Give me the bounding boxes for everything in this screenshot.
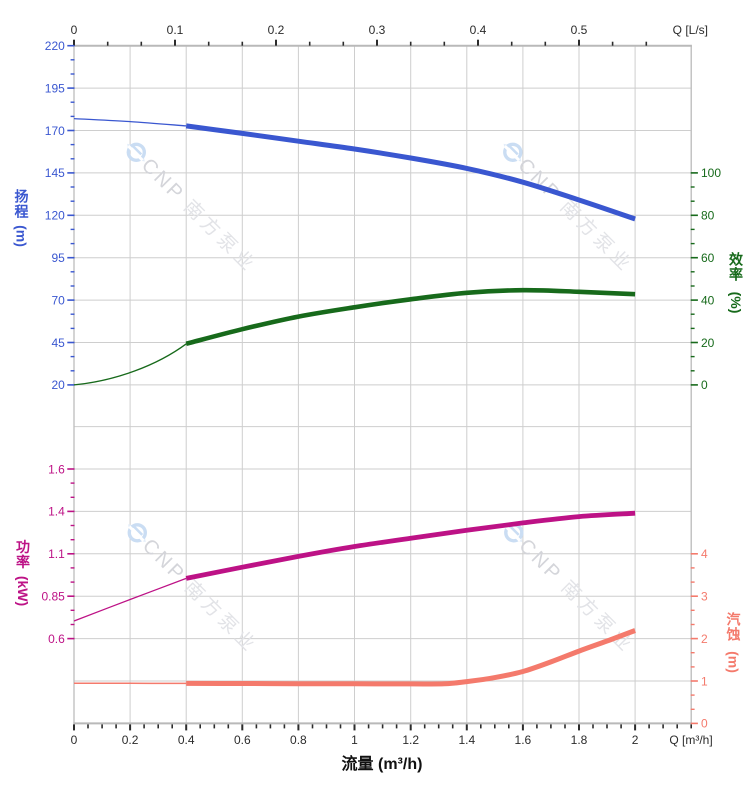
svg-text:(m): (m) — [14, 225, 30, 247]
svg-text:20: 20 — [51, 378, 65, 392]
svg-text:170: 170 — [45, 124, 65, 138]
svg-text:率: 率 — [729, 267, 743, 283]
svg-text:扬: 扬 — [15, 189, 29, 205]
svg-text:(%): (%) — [728, 292, 744, 314]
svg-text:1.8: 1.8 — [571, 733, 588, 747]
svg-text:1: 1 — [701, 674, 708, 688]
svg-text:1: 1 — [351, 733, 358, 747]
svg-text:1.2: 1.2 — [402, 733, 419, 747]
svg-text:0.85: 0.85 — [41, 590, 65, 604]
svg-text:1.4: 1.4 — [458, 733, 475, 747]
svg-text:40: 40 — [701, 293, 715, 307]
svg-text:20: 20 — [701, 336, 715, 350]
svg-text:1.4: 1.4 — [48, 505, 65, 519]
svg-text:Q [L/s]: Q [L/s] — [673, 23, 708, 37]
svg-text:1.6: 1.6 — [48, 462, 65, 476]
svg-text:率: 率 — [16, 554, 30, 570]
svg-text:70: 70 — [51, 293, 65, 307]
svg-text:0.6: 0.6 — [234, 733, 251, 747]
svg-text:效: 效 — [729, 252, 744, 268]
svg-text:0: 0 — [71, 23, 78, 37]
svg-text:120: 120 — [45, 209, 65, 223]
svg-text:(kW): (kW) — [15, 576, 31, 606]
svg-text:3: 3 — [701, 590, 708, 604]
svg-text:0.4: 0.4 — [178, 733, 195, 747]
svg-text:Q [m³/h]: Q [m³/h] — [669, 733, 712, 747]
svg-text:4: 4 — [701, 547, 708, 561]
svg-text:CNP: CNP — [138, 535, 190, 587]
svg-text:195: 195 — [45, 81, 65, 95]
svg-text:1.6: 1.6 — [515, 733, 532, 747]
svg-text:0.3: 0.3 — [369, 23, 386, 37]
svg-text:220: 220 — [45, 39, 65, 53]
svg-text:CNP: CNP — [515, 535, 567, 587]
svg-text:0: 0 — [701, 378, 708, 392]
svg-text:80: 80 — [701, 209, 715, 223]
svg-text:100: 100 — [701, 166, 721, 180]
svg-text:1.1: 1.1 — [48, 547, 65, 561]
svg-text:60: 60 — [701, 251, 715, 265]
svg-text:0: 0 — [701, 717, 708, 731]
svg-text:0.2: 0.2 — [268, 23, 285, 37]
svg-text:南方泵业: 南方泵业 — [179, 196, 261, 278]
svg-text:汽: 汽 — [727, 612, 741, 628]
svg-text:(m): (m) — [726, 651, 742, 673]
svg-text:0.8: 0.8 — [290, 733, 307, 747]
svg-text:0.4: 0.4 — [470, 23, 487, 37]
svg-text:95: 95 — [51, 251, 65, 265]
svg-text:2: 2 — [632, 733, 639, 747]
svg-text:2: 2 — [701, 632, 708, 646]
svg-text:0: 0 — [71, 733, 78, 747]
svg-text:功: 功 — [16, 539, 30, 555]
svg-text:流量 (m³/h): 流量 (m³/h) — [342, 754, 423, 773]
svg-text:0.5: 0.5 — [571, 23, 588, 37]
svg-text:45: 45 — [51, 336, 65, 350]
svg-text:蚀: 蚀 — [726, 627, 741, 643]
svg-text:南方泵业: 南方泵业 — [180, 576, 262, 658]
svg-text:CNP: CNP — [137, 154, 189, 206]
svg-text:145: 145 — [45, 166, 65, 180]
svg-text:程: 程 — [15, 204, 29, 220]
svg-text:0.6: 0.6 — [48, 632, 65, 646]
svg-text:0.1: 0.1 — [167, 23, 184, 37]
svg-text:0.2: 0.2 — [122, 733, 139, 747]
